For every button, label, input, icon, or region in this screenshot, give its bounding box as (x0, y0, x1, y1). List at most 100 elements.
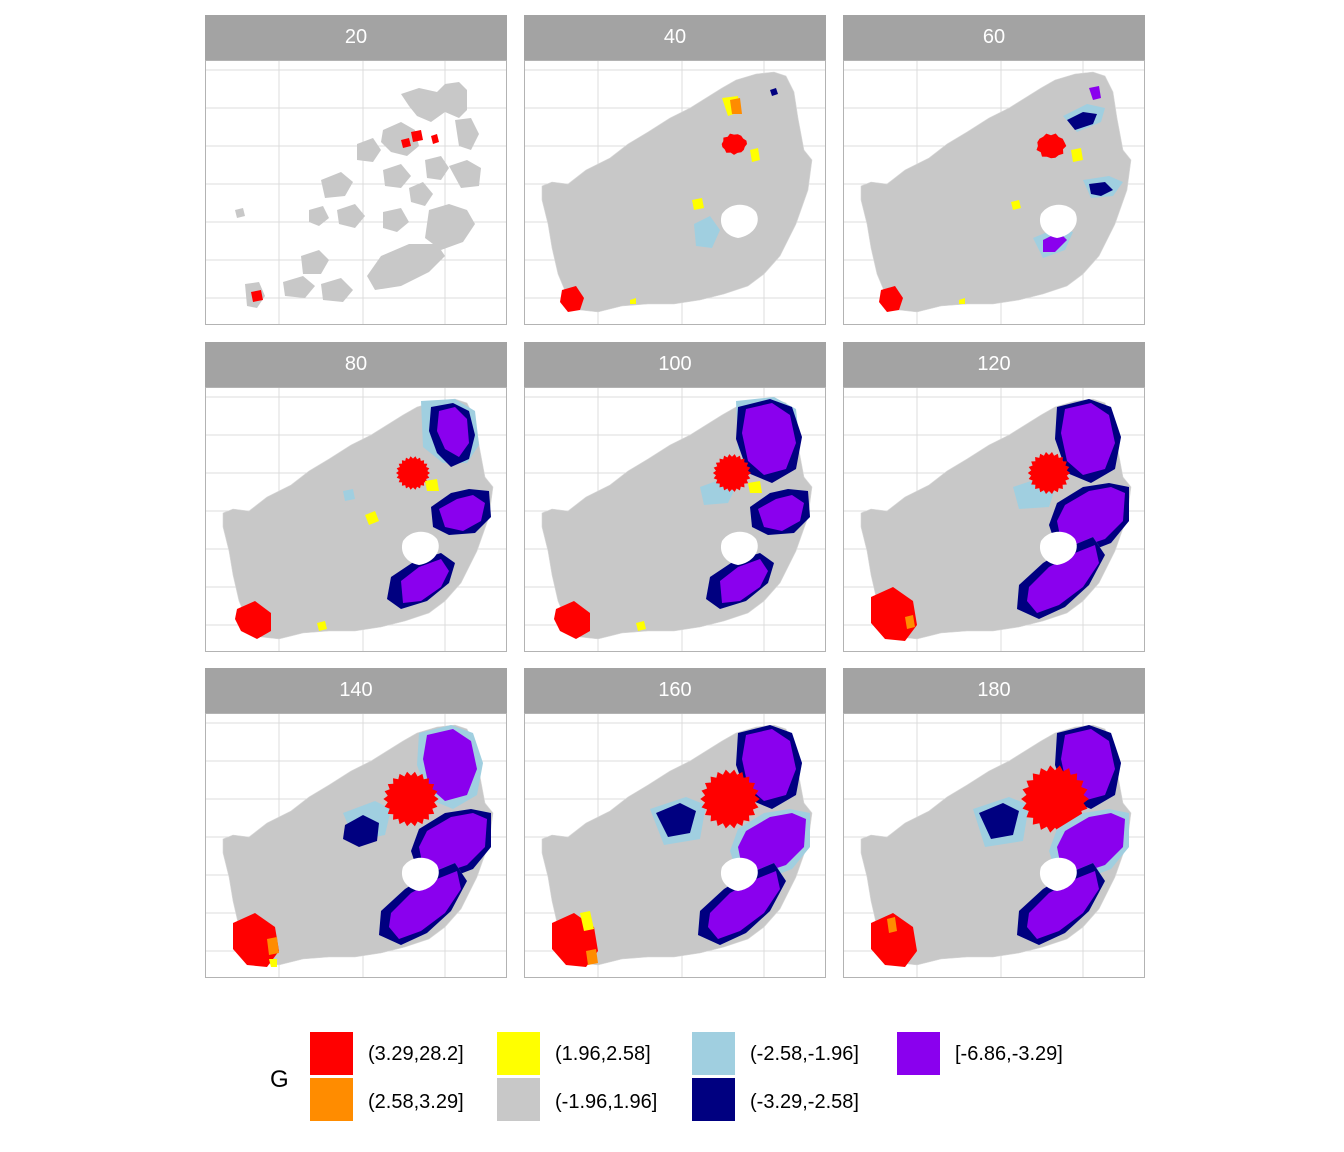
enclave-gap (1039, 531, 1077, 565)
legend-key (692, 1078, 735, 1121)
cluster-region (905, 615, 915, 629)
cluster-region (748, 481, 762, 493)
map-panel (205, 713, 507, 978)
cluster-region (730, 98, 742, 114)
legend-label: [-6.86,-3.29] (955, 1043, 1063, 1065)
facet-strip-label: 20 (205, 15, 507, 60)
hotspot-region (401, 138, 411, 148)
facet-strip-label: 180 (843, 668, 1145, 713)
cluster-region (1027, 871, 1099, 939)
panel-border (843, 60, 1145, 325)
municipality-region (425, 156, 449, 180)
cluster-region (439, 495, 485, 531)
map-panel (524, 60, 826, 325)
panel-border (524, 387, 826, 652)
legend-key (497, 1032, 540, 1075)
facet-160: 160 (524, 668, 826, 978)
cluster-region (580, 911, 594, 931)
cluster-region (389, 871, 461, 939)
cluster-region (1036, 133, 1067, 159)
cluster-region (712, 454, 752, 492)
cluster-region (720, 559, 768, 603)
map-panel (843, 60, 1145, 325)
municipality-region (409, 182, 433, 206)
cluster-region (419, 813, 487, 873)
cluster-region (708, 871, 780, 939)
enclave-gap (720, 204, 758, 238)
map-panel (524, 387, 826, 652)
legend: G (3.29,28.2] (2.58,3.29] (1.96,2.58] (-… (270, 1030, 1100, 1125)
municipality-region (449, 160, 481, 188)
map-panel (843, 387, 1145, 652)
facet-80: 80 (205, 342, 507, 652)
cluster-region (554, 601, 590, 639)
cluster-region (1057, 487, 1125, 547)
cluster-region (871, 913, 917, 967)
panel-border (524, 713, 826, 978)
cluster-region (343, 815, 379, 847)
cluster-region (758, 495, 804, 531)
facet-100: 100 (524, 342, 826, 652)
municipality-region (455, 118, 479, 150)
legend-label: (3.29,28.2] (368, 1043, 464, 1065)
facet-strip-label: 40 (524, 15, 826, 60)
municipality-region (381, 122, 419, 156)
facet-strip-label: 160 (524, 668, 826, 713)
facet-60: 60 (843, 15, 1145, 325)
enclave-gap (401, 857, 439, 891)
cluster-region (425, 479, 439, 491)
cluster-region (269, 959, 277, 967)
facet-strip-label: 120 (843, 342, 1145, 387)
facet-140: 140 (205, 668, 507, 978)
enclave-gap (720, 531, 758, 565)
cluster-region (1071, 148, 1083, 162)
cluster-region (586, 949, 598, 965)
facet-strip-label: 80 (205, 342, 507, 387)
municipality-region (383, 208, 409, 232)
legend-label: (2.58,3.29] (368, 1091, 464, 1113)
enclave-gap (1039, 204, 1077, 238)
municipality-region (321, 172, 353, 198)
legend-key (897, 1032, 940, 1075)
cluster-region (692, 198, 704, 210)
cluster-region (1027, 545, 1099, 613)
cluster-region (1021, 765, 1089, 833)
cluster-region (437, 407, 469, 457)
cluster-region (1057, 813, 1125, 873)
cluster-region (365, 511, 379, 525)
legend-label: (1.96,2.58] (555, 1043, 651, 1065)
enclave-gap (1039, 857, 1077, 891)
enclave-gap (720, 857, 758, 891)
map-panel (205, 387, 507, 652)
map-panel (524, 713, 826, 978)
cluster-region (235, 601, 271, 639)
facet-120: 120 (843, 342, 1145, 652)
legend-key (310, 1078, 353, 1121)
cluster-region (1011, 200, 1021, 210)
panel-border (205, 713, 507, 978)
cluster-region (738, 813, 806, 873)
legend-label: (-2.58,-1.96] (750, 1043, 859, 1065)
municipality-region (309, 206, 329, 226)
legend-key (497, 1078, 540, 1121)
cluster-region (560, 286, 584, 312)
municipality-region (425, 204, 475, 250)
cluster-region (1089, 182, 1113, 196)
cluster-region (267, 937, 279, 955)
cluster-region (887, 917, 897, 933)
cluster-region (1061, 403, 1115, 475)
legend-key (692, 1032, 735, 1075)
cluster-region (1027, 452, 1071, 494)
panel-border (524, 60, 826, 325)
panel-border (843, 713, 1145, 978)
cluster-region (979, 803, 1019, 839)
legend-key (310, 1032, 353, 1075)
cluster-region (423, 729, 477, 801)
map-panel (843, 713, 1145, 978)
panel-border (843, 387, 1145, 652)
municipality-region (321, 278, 353, 302)
enclave-gap (401, 531, 439, 565)
cluster-region (343, 489, 355, 501)
facet-strip-label: 60 (843, 15, 1145, 60)
facet-strip-label: 140 (205, 668, 507, 713)
